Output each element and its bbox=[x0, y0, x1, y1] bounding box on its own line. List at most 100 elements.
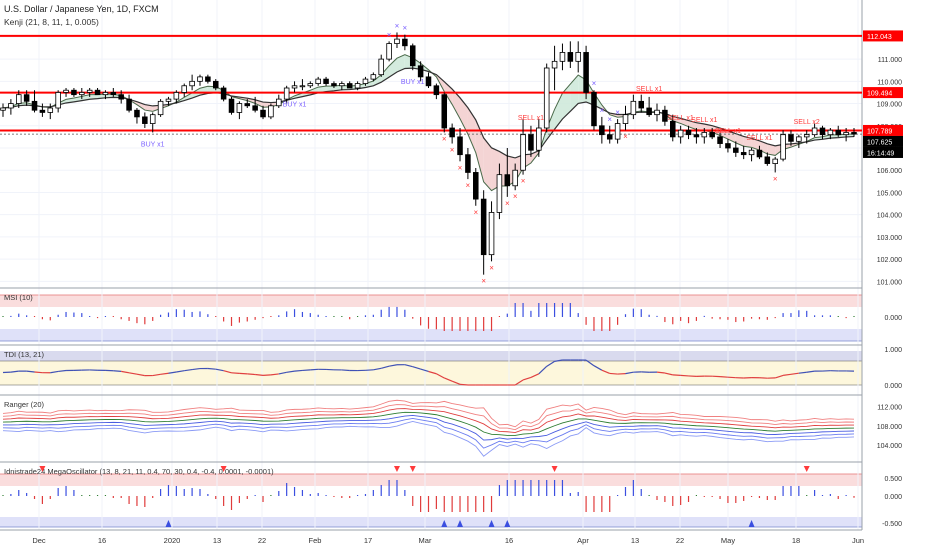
candle[interactable] bbox=[465, 154, 471, 173]
candle[interactable] bbox=[244, 103, 251, 107]
candle[interactable] bbox=[142, 116, 148, 124]
candle[interactable] bbox=[173, 92, 180, 100]
candle[interactable] bbox=[504, 174, 511, 187]
candle[interactable] bbox=[220, 87, 227, 100]
candle[interactable] bbox=[331, 83, 337, 87]
candle[interactable] bbox=[94, 89, 101, 96]
candle[interactable] bbox=[796, 136, 802, 142]
candle[interactable] bbox=[685, 129, 692, 136]
candle[interactable] bbox=[725, 143, 731, 149]
candle[interactable] bbox=[197, 76, 203, 82]
candle[interactable] bbox=[86, 89, 93, 93]
candle[interactable] bbox=[47, 107, 54, 113]
candle[interactable] bbox=[670, 120, 676, 138]
candle[interactable] bbox=[63, 89, 69, 93]
candle[interactable] bbox=[606, 134, 613, 140]
candle[interactable] bbox=[528, 134, 534, 151]
candle[interactable] bbox=[701, 132, 708, 138]
candle[interactable] bbox=[189, 80, 195, 87]
candle[interactable] bbox=[291, 85, 298, 89]
candle[interactable] bbox=[733, 147, 739, 153]
candle[interactable] bbox=[693, 134, 700, 138]
candle[interactable] bbox=[709, 132, 715, 138]
candle[interactable] bbox=[811, 127, 818, 136]
candle[interactable] bbox=[39, 109, 46, 113]
candle[interactable] bbox=[165, 98, 172, 102]
candle[interactable] bbox=[362, 78, 369, 84]
candle[interactable] bbox=[181, 85, 187, 93]
candle[interactable] bbox=[646, 107, 652, 116]
candle[interactable] bbox=[835, 129, 842, 136]
candle[interactable] bbox=[622, 114, 629, 124]
candle[interactable] bbox=[717, 136, 723, 144]
candle[interactable] bbox=[339, 83, 345, 87]
candle[interactable] bbox=[31, 100, 38, 111]
candle[interactable] bbox=[23, 94, 30, 102]
candle[interactable] bbox=[559, 52, 566, 62]
candle[interactable] bbox=[299, 85, 306, 88]
candle[interactable] bbox=[252, 105, 258, 111]
candle[interactable] bbox=[0, 107, 6, 111]
candle[interactable] bbox=[378, 58, 384, 76]
candle[interactable] bbox=[630, 100, 637, 116]
candle[interactable] bbox=[236, 103, 243, 113]
candle[interactable] bbox=[614, 123, 621, 140]
candle[interactable] bbox=[488, 212, 495, 256]
candle[interactable] bbox=[496, 174, 503, 213]
candle[interactable] bbox=[409, 45, 416, 67]
candle[interactable] bbox=[756, 149, 763, 158]
candle[interactable] bbox=[425, 76, 432, 87]
candle[interactable] bbox=[315, 78, 321, 84]
candle[interactable] bbox=[15, 94, 22, 104]
candle[interactable] bbox=[480, 198, 487, 256]
candle[interactable] bbox=[205, 76, 211, 82]
candle[interactable] bbox=[740, 152, 747, 156]
candle[interactable] bbox=[457, 136, 463, 156]
candle[interactable] bbox=[386, 43, 392, 60]
candle[interactable] bbox=[110, 92, 117, 96]
candle[interactable] bbox=[662, 109, 668, 122]
candle[interactable] bbox=[394, 38, 400, 44]
candle[interactable] bbox=[283, 87, 290, 100]
candle[interactable] bbox=[71, 89, 77, 96]
candle[interactable] bbox=[543, 67, 550, 129]
candle[interactable] bbox=[473, 172, 479, 200]
candle[interactable] bbox=[118, 94, 124, 100]
candle[interactable] bbox=[803, 134, 810, 138]
candle[interactable] bbox=[433, 85, 440, 96]
candle[interactable] bbox=[599, 125, 605, 136]
candle[interactable] bbox=[654, 109, 660, 116]
candle[interactable] bbox=[212, 80, 219, 89]
candle[interactable] bbox=[260, 109, 266, 118]
candle[interactable] bbox=[8, 103, 14, 109]
candle[interactable] bbox=[354, 83, 361, 89]
candle[interactable] bbox=[583, 52, 589, 93]
candle[interactable] bbox=[764, 156, 771, 164]
candle[interactable] bbox=[843, 132, 849, 136]
indicator-panes[interactable]: MSI (10) TDI (13, 21) Ranger (20) Idnistrad… bbox=[2, 293, 855, 527]
candle[interactable] bbox=[417, 65, 424, 78]
candle[interactable] bbox=[370, 74, 377, 80]
candle[interactable] bbox=[276, 98, 282, 107]
candle[interactable] bbox=[441, 94, 448, 129]
candle[interactable] bbox=[134, 109, 140, 118]
candle[interactable] bbox=[551, 60, 558, 69]
candle[interactable] bbox=[157, 100, 164, 116]
candle[interactable] bbox=[520, 134, 526, 171]
time-axis[interactable]: Dec 16 2020 13 22 Feb 17 Mar 16 Apr 13 22 May 18 Jun bbox=[32, 536, 864, 545]
candle[interactable] bbox=[307, 83, 314, 87]
candle[interactable] bbox=[126, 98, 132, 111]
candle[interactable] bbox=[149, 114, 156, 124]
candle[interactable] bbox=[567, 52, 574, 62]
candle[interactable] bbox=[575, 52, 581, 62]
candle[interactable] bbox=[788, 134, 794, 142]
candle[interactable] bbox=[748, 149, 755, 156]
candle[interactable] bbox=[449, 127, 455, 138]
candle[interactable] bbox=[79, 92, 85, 96]
candle[interactable] bbox=[677, 129, 684, 138]
candle[interactable] bbox=[402, 38, 408, 47]
candle[interactable] bbox=[102, 92, 109, 96]
price-axis[interactable]: 112.000111.000110.000109.000108.000107.0… bbox=[863, 30, 903, 528]
